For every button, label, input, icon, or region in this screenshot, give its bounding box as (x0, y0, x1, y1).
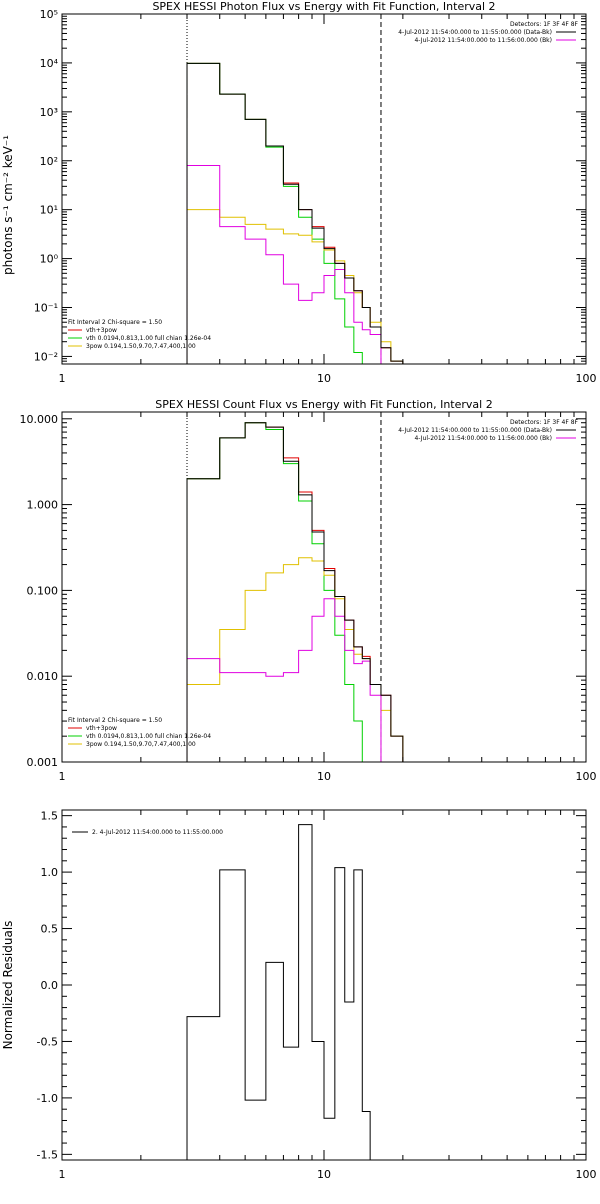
y-axis-label: Normalized Residuals (1, 921, 15, 1050)
y-tick-label: 1.5 (41, 810, 59, 823)
y-tick-label: 0.001 (27, 756, 59, 769)
x-tick-label: 10 (317, 372, 331, 385)
x-tick-label: 1 (59, 372, 66, 385)
x-tick-label: 10 (317, 770, 331, 783)
y-tick-label: 0.5 (41, 923, 59, 936)
chart-panel-1: SPEX HESSI Photon Flux vs Energy with Fi… (1, 0, 597, 385)
y-axis-label: photons s⁻¹ cm⁻² keV⁻¹ (1, 135, 15, 275)
series-3pow-line (186, 209, 404, 364)
legend-entry-label: 4-Jul-2012 11:54:00.000 to 11:56:00.000 … (414, 37, 552, 44)
y-tick-label: 10² (40, 155, 58, 168)
x-tick-label: 1 (59, 770, 66, 783)
y-tick-label: 10¹ (40, 204, 58, 217)
y-tick-label: 10⁵ (40, 8, 58, 21)
chart-panel-3: 1 10 100 -1.5 -1.0 -0.5 0.0 0.5 1.0 1.5 Normalized… (1, 809, 597, 1181)
legend-entry-label: vth 0.0194,0.813,1.00 full chian 1.26e-0… (86, 733, 211, 740)
y-tick-label: 0.010 (27, 670, 59, 683)
plot-area (186, 62, 404, 364)
legend-entry-label: vth+3pow (86, 327, 117, 334)
series-bk-line (186, 164, 382, 364)
y-tick-label: 0.100 (27, 584, 59, 597)
y-tick-label: 10.000 (20, 413, 59, 426)
y-tick-label: -1.0 (37, 1092, 58, 1105)
legend-header: Fit Interval 2 Chi-square = 1.50 (68, 319, 162, 326)
legend-header: Fit Interval 2 Chi-square = 1.50 (68, 717, 162, 724)
legend-entry-label: 2. 4-Jul-2012 11:54:00.000 to 11:55:00.0… (92, 829, 223, 836)
series-vth-3pow-line (186, 62, 404, 364)
y-tick-label: 1.000 (27, 499, 59, 512)
series-data-minus-bk-line (186, 62, 404, 364)
y-tick-label: 10⁴ (40, 57, 59, 70)
chart-title: SPEX HESSI Photon Flux vs Energy with Fi… (152, 0, 495, 13)
legend-entry-label: 4-Jul-2012 11:54:00.000 to 11:55:00.000 … (398, 29, 552, 36)
legend-header: Detectors: 1F 3F 4F 8F (510, 21, 579, 28)
legend-entry-label: 3pow 0.194,1.50,9.70,7.47,400,1.00 (86, 741, 196, 748)
x-tick-label: 10 (317, 1168, 331, 1181)
y-tick-label: -0.5 (37, 1035, 58, 1048)
chart-title: SPEX HESSI Count Flux vs Energy with Fit… (155, 398, 492, 411)
y-tick-label: 10⁻² (34, 350, 58, 363)
legend-entry-label: vth 0.0194,0.813,1.00 full chian 1.26e-0… (86, 335, 211, 342)
axes-frame (61, 13, 587, 365)
chart-panel-2: SPEX HESSI Count Flux vs Energy with Fit… (20, 398, 597, 783)
y-tick-label: 10⁻¹ (34, 302, 58, 315)
series-data-minus-bk-line (186, 422, 404, 762)
y-tick-label: 1.0 (41, 866, 59, 879)
legend-entry-label: 4-Jul-2012 11:54:00.000 to 11:55:00.000 … (398, 427, 552, 434)
legend-entry-label: 4-Jul-2012 11:54:00.000 to 11:56:00.000 … (414, 435, 552, 442)
y-tick-label: -1.5 (37, 1148, 58, 1161)
x-tick-label: 100 (576, 372, 597, 385)
plot-area (186, 824, 382, 1160)
y-tick-label: 10³ (40, 106, 58, 119)
x-tick-label: 100 (576, 1168, 597, 1181)
legend-entry-label: vth+3pow (86, 725, 117, 732)
y-tick-label: 0.0 (41, 979, 59, 992)
series-vth-line (186, 62, 363, 364)
y-tick-label: 10⁰ (40, 253, 59, 266)
series-data-minus-bk-line (186, 824, 382, 1160)
legend-header: Detectors: 1F 3F 4F 8F (510, 419, 579, 426)
legend-entry-label: 3pow 0.194,1.50,9.70,7.47,400,1.00 (86, 343, 196, 350)
x-tick-label: 1 (59, 1168, 66, 1181)
plot-area (186, 422, 404, 762)
x-tick-label: 100 (576, 770, 597, 783)
